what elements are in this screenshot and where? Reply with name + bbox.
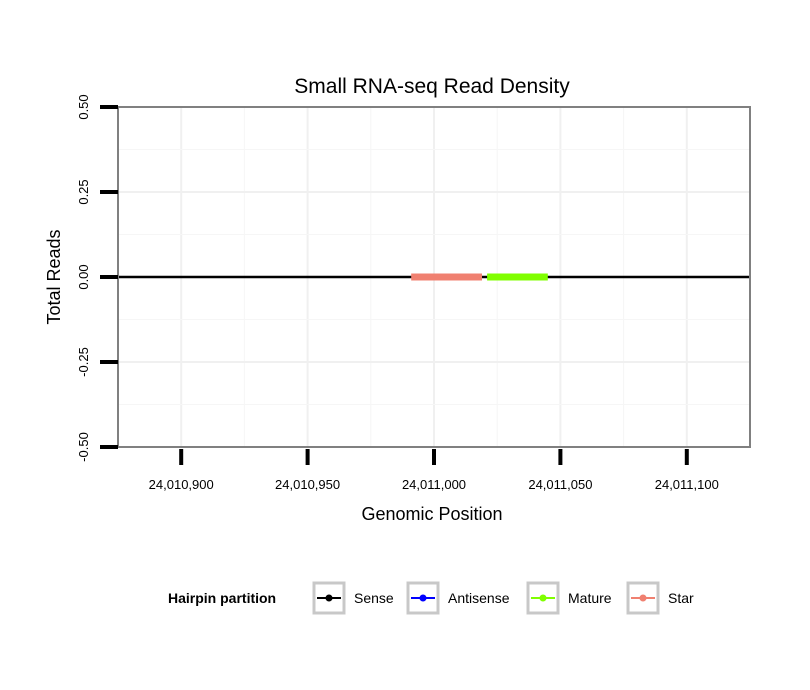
legend-entry-sense: Sense	[312, 581, 394, 615]
y-tick-label-1: -0.25	[76, 347, 91, 377]
chart-title: Small RNA-seq Read Density	[294, 75, 570, 98]
x-tick-label-4: 24,011,100	[655, 477, 719, 492]
x-tick-label-1: 24,010,950	[275, 477, 340, 492]
legend-key-point	[639, 594, 647, 602]
legend-key-point	[325, 594, 333, 602]
y-tick-label-2: 0.00	[76, 264, 91, 289]
legend-title: Hairpin partition	[168, 590, 276, 606]
x-axis-label: Genomic Position	[361, 504, 502, 524]
x-axis: 24,010,900 24,010,950 24,011,000 24,011,050…	[149, 449, 719, 492]
legend-label: Mature	[568, 590, 612, 606]
legend-entry-star: Star	[626, 581, 694, 615]
y-tick-label-3: 0.25	[76, 179, 91, 204]
legend-label: Star	[668, 590, 694, 606]
y-tick-label-4: 0.50	[76, 94, 91, 119]
x-tick-label-2: 24,011,000	[402, 477, 466, 492]
legend-entry-antisense: Antisense	[406, 581, 510, 615]
legend-key-point	[419, 594, 427, 602]
legend-key-point	[539, 594, 547, 602]
y-axis-label: Total Reads	[44, 229, 64, 324]
legend-label: Sense	[354, 590, 394, 606]
y-axis: -0.50 -0.25 0.00 0.25 0.50	[76, 94, 118, 462]
legend: Hairpin partition Sense Antisense Mature St…	[168, 581, 694, 615]
legend-entries: Sense Antisense Mature Star	[312, 581, 694, 615]
legend-label: Antisense	[448, 590, 510, 606]
x-tick-label-0: 24,010,900	[149, 477, 214, 492]
legend-entry-mature: Mature	[526, 581, 612, 615]
x-tick-label-3: 24,011,050	[528, 477, 592, 492]
y-tick-label-0: -0.50	[76, 432, 91, 462]
